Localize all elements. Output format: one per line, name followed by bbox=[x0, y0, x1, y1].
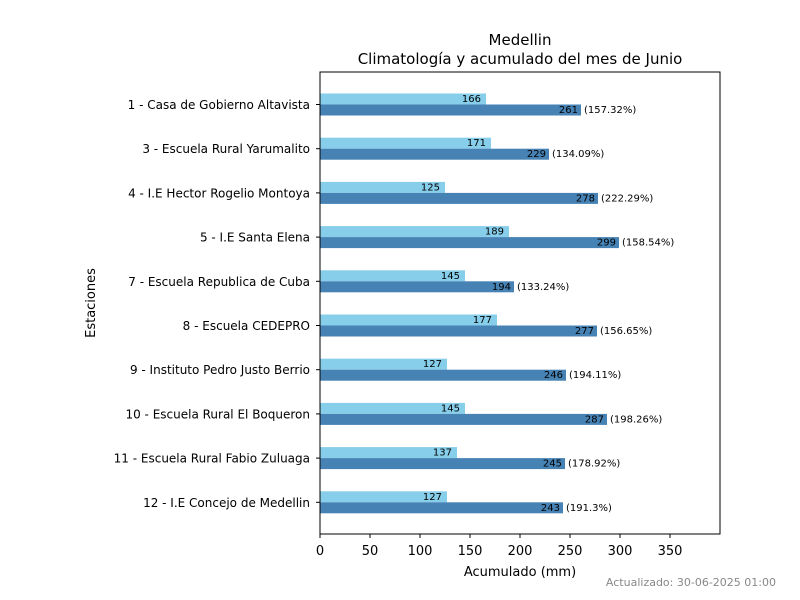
bar-value-label: 194 bbox=[492, 282, 511, 293]
x-tick-label: 100 bbox=[408, 544, 433, 559]
bar-value-label: 287 bbox=[585, 414, 604, 425]
y-axis-label: Estaciones bbox=[84, 268, 99, 338]
bar-value-label: 229 bbox=[527, 149, 546, 160]
bar-percent-label: (134.09%) bbox=[552, 149, 604, 160]
x-axis-label: Acumulado (mm) bbox=[464, 565, 576, 580]
bar-accumulated bbox=[320, 325, 597, 337]
bar-percent-label: (157.32%) bbox=[584, 105, 636, 116]
bar-climatology bbox=[320, 93, 486, 105]
y-tick-label: 10 - Escuela Rural El Boqueron bbox=[125, 407, 310, 421]
bar-accumulated bbox=[320, 502, 563, 514]
x-tick-label: 250 bbox=[558, 544, 583, 559]
x-tick-label: 150 bbox=[458, 544, 483, 559]
bar-climatology bbox=[320, 270, 465, 282]
bar-percent-label: (133.24%) bbox=[517, 282, 569, 293]
bar-value-label: 127 bbox=[423, 359, 442, 370]
bar-value-label: 277 bbox=[575, 326, 594, 337]
x-tick-label: 0 bbox=[316, 544, 324, 559]
x-tick-label: 200 bbox=[508, 544, 533, 559]
bar-value-label: 245 bbox=[543, 459, 562, 470]
y-tick-label: 5 - I.E Santa Elena bbox=[200, 231, 310, 245]
updated-timestamp: Actualizado: 30-06-2025 01:00 bbox=[605, 576, 776, 589]
x-tick-label: 50 bbox=[362, 544, 379, 559]
chart-title: Medellin bbox=[489, 31, 552, 49]
bar-percent-label: (198.26%) bbox=[610, 414, 662, 425]
bar-value-label: 145 bbox=[441, 271, 460, 282]
x-tick-label: 350 bbox=[658, 544, 683, 559]
bar-value-label: 137 bbox=[433, 448, 452, 459]
bar-accumulated bbox=[320, 458, 565, 470]
bar-value-label: 125 bbox=[421, 182, 440, 193]
bar-percent-label: (158.54%) bbox=[622, 238, 674, 249]
x-tick-label: 300 bbox=[608, 544, 633, 559]
bar-accumulated bbox=[320, 413, 607, 425]
bar-value-label: 299 bbox=[597, 238, 616, 249]
y-tick-label: 3 - Escuela Rural Yarumalito bbox=[142, 142, 310, 156]
bar-value-label: 145 bbox=[441, 403, 460, 414]
bar-percent-label: (222.29%) bbox=[601, 193, 653, 204]
y-tick-label: 7 - Escuela Republica de Cuba bbox=[128, 275, 310, 289]
y-tick-label: 4 - I.E Hector Rogelio Montoya bbox=[128, 186, 310, 200]
bar-accumulated bbox=[320, 148, 549, 160]
plot-area: 1 - Casa de Gobierno Altavista 166 261 (157… bbox=[114, 93, 683, 559]
bar-value-label: 243 bbox=[541, 503, 560, 514]
bar-climatology bbox=[320, 447, 457, 459]
bar-accumulated bbox=[320, 192, 598, 204]
bar-accumulated bbox=[320, 237, 619, 249]
bar-value-label: 177 bbox=[473, 315, 492, 326]
y-tick-label: 12 - I.E Concejo de Medellin bbox=[143, 496, 310, 510]
bar-value-label: 166 bbox=[462, 94, 481, 105]
bar-accumulated bbox=[320, 104, 581, 116]
bar-climatology bbox=[320, 402, 465, 414]
bar-value-label: 171 bbox=[467, 138, 486, 149]
bar-climatology bbox=[320, 226, 509, 238]
bar-percent-label: (191.3%) bbox=[566, 503, 612, 514]
bar-climatology bbox=[320, 491, 447, 503]
bar-climatology bbox=[320, 314, 497, 326]
bar-value-label: 189 bbox=[485, 227, 504, 238]
bar-accumulated bbox=[320, 369, 566, 381]
bar-percent-label: (194.11%) bbox=[569, 370, 621, 381]
y-tick-label: 11 - Escuela Rural Fabio Zuluaga bbox=[114, 452, 310, 466]
bar-value-label: 246 bbox=[544, 370, 563, 381]
bar-climatology bbox=[320, 358, 447, 370]
bar-climatology bbox=[320, 181, 445, 193]
bar-percent-label: (178.92%) bbox=[568, 459, 620, 470]
bar-accumulated bbox=[320, 281, 514, 293]
bar-climatology bbox=[320, 137, 491, 149]
bar-value-label: 278 bbox=[576, 193, 595, 204]
bar-value-label: 127 bbox=[423, 492, 442, 503]
y-tick-label: 8 - Escuela CEDEPRO bbox=[183, 319, 310, 333]
bar-value-label: 261 bbox=[559, 105, 578, 116]
y-tick-label: 9 - Instituto Pedro Justo Berrio bbox=[130, 363, 310, 377]
bar-percent-label: (156.65%) bbox=[600, 326, 652, 337]
y-tick-label: 1 - Casa de Gobierno Altavista bbox=[128, 98, 310, 112]
chart-subtitle: Climatología y acumulado del mes de Juni… bbox=[358, 50, 683, 68]
plot-frame bbox=[319, 71, 721, 535]
